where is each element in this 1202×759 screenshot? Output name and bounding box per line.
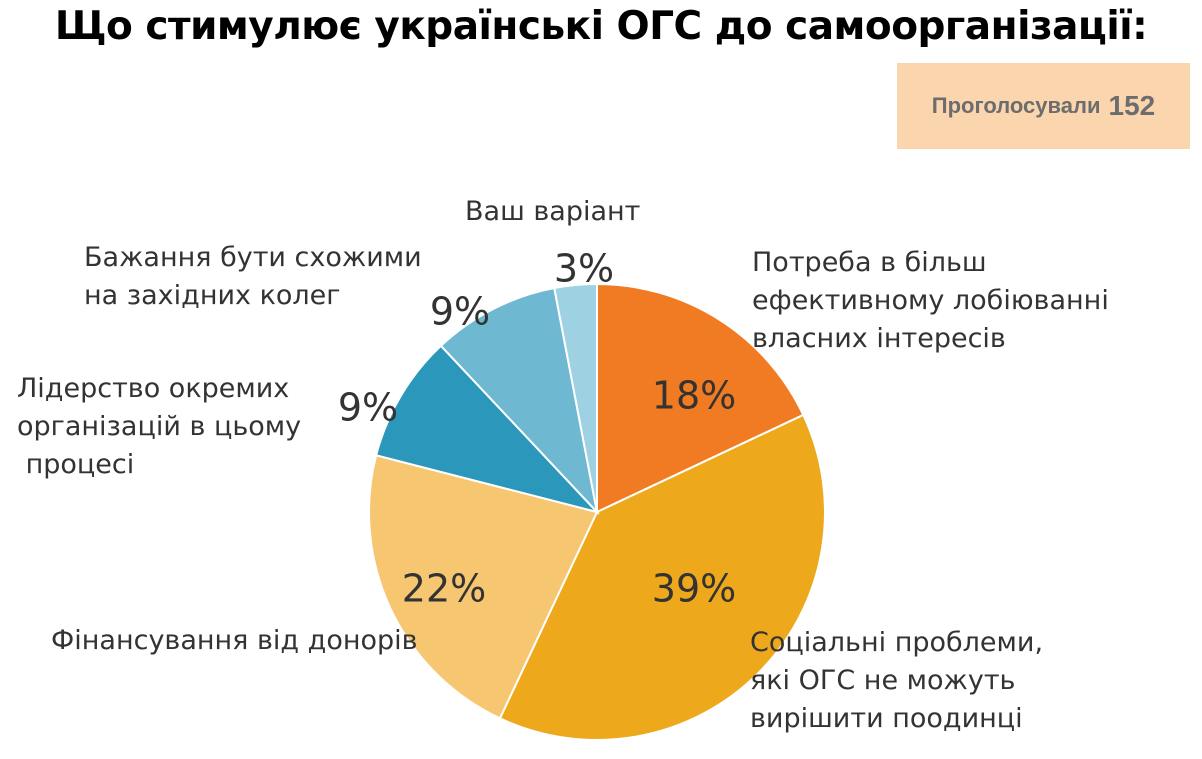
slice-value-label: 3% xyxy=(554,247,614,291)
slice-label-donor-funding: Фінансування від донорів xyxy=(51,622,418,660)
slice-value-label: 39% xyxy=(652,567,736,611)
slice-label-own-option: Ваш варіант xyxy=(465,193,640,231)
slice-label-leadership: Лідерство окремих організацій в цьому пр… xyxy=(17,370,301,484)
slice-value-label: 9% xyxy=(338,386,398,430)
slice-value-label: 22% xyxy=(402,567,486,611)
slice-value-label: 18% xyxy=(652,374,736,418)
slice-value-label: 9% xyxy=(430,290,490,334)
slice-label-lobbying: Потреба в більш ефективному лобіюванні в… xyxy=(752,244,1109,358)
slice-label-western-peers: Бажання бути схожими на західних колег xyxy=(84,239,422,315)
slice-label-social-problems: Соціальні проблеми, які ОГС не можуть ви… xyxy=(750,624,1043,738)
